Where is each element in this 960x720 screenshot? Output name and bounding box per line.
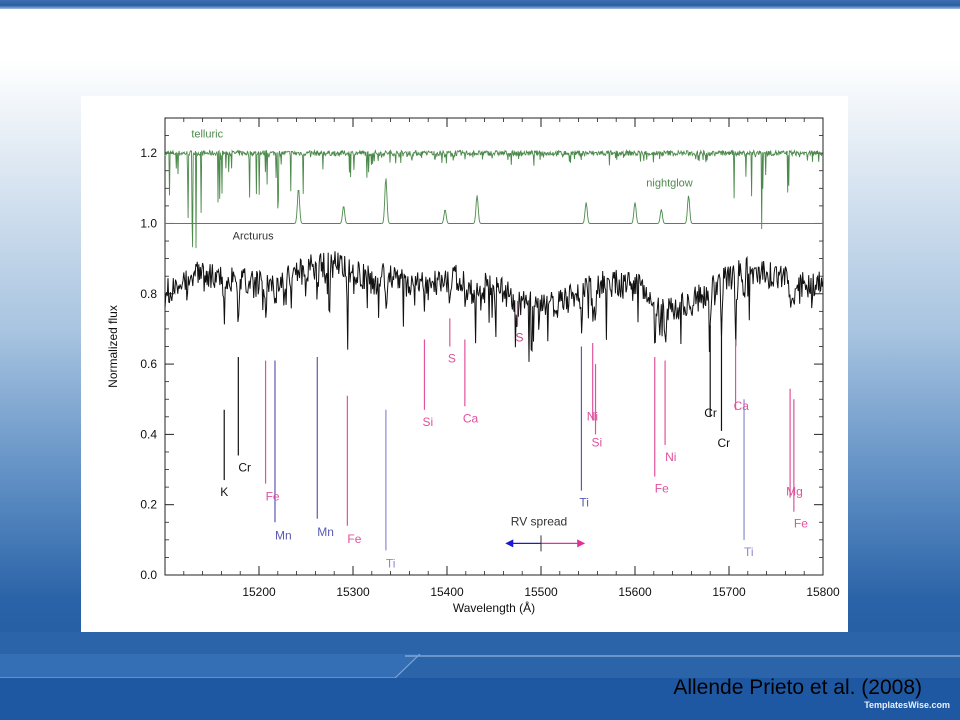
nightglow-series-line <box>165 178 823 224</box>
y-tick-label: 0.8 <box>140 287 157 301</box>
line-label-ni: Ni <box>587 409 598 423</box>
nightglow-series-label: nightglow <box>646 178 693 190</box>
y-tick-label: 0.2 <box>140 498 157 512</box>
rv-arrowhead-left <box>505 539 514 548</box>
y-tick-label: 0.0 <box>140 568 157 582</box>
y-tick-label: 1.2 <box>140 146 157 160</box>
telluric-series-line <box>164 148 823 249</box>
line-label-si: Si <box>422 415 433 429</box>
arcturus-series-line <box>164 251 824 362</box>
line-label-mn: Mn <box>275 528 292 542</box>
brand-logo-text: TemplatesWise.com <box>864 700 950 710</box>
line-label-ti: Ti <box>386 556 396 570</box>
y-tick-label: 0.6 <box>140 357 157 371</box>
spectrum-chart: 15200 15300 15400 15500 15600 15700 15800 0.0 0.… <box>81 96 848 632</box>
rv-arrowhead-right <box>577 539 586 548</box>
x-tick-label: 15400 <box>430 585 464 599</box>
x-tick-label: 15700 <box>712 585 746 599</box>
arcturus-series-label: Arcturus <box>233 230 274 242</box>
line-label-cr: Cr <box>238 460 251 474</box>
plot-frame <box>164 117 824 576</box>
citation-caption: Allende Prieto et al. (2008) <box>673 676 922 699</box>
x-axis-title: Wavelength (Å) <box>453 600 535 615</box>
line-label-ti: Ti <box>744 545 754 559</box>
rv-spread-label: RV spread <box>511 514 567 528</box>
x-tick-label: 15600 <box>618 585 652 599</box>
line-label-ni: Ni <box>665 450 676 464</box>
line-label-si: Si <box>592 435 603 449</box>
line-label-s: S <box>448 352 456 366</box>
x-tick-label: 15200 <box>242 585 276 599</box>
y-tick-label: 1.0 <box>140 216 157 230</box>
line-label-ca: Ca <box>463 411 479 425</box>
y-axis-title: Normalized flux <box>106 305 120 388</box>
x-tick-label: 15500 <box>524 585 558 599</box>
line-label-cr: Cr <box>717 436 730 450</box>
line-label-ca: Ca <box>734 399 750 413</box>
line-label-fe: Fe <box>794 517 808 531</box>
y-tick-label: 0.4 <box>140 427 157 441</box>
slide-bottom-band <box>0 632 960 720</box>
chart-svg: 15200 15300 15400 15500 15600 15700 15800 0.0 0.… <box>106 117 840 615</box>
x-tick-label: 15300 <box>336 585 370 599</box>
line-label-s: S <box>516 330 524 344</box>
line-label-mn: Mn <box>317 525 334 539</box>
line-label-fe: Fe <box>347 532 361 546</box>
telluric-series-label: telluric <box>191 128 223 140</box>
x-tick-label: 15800 <box>806 585 840 599</box>
line-label-k: K <box>220 485 228 499</box>
line-label-fe: Fe <box>266 490 280 504</box>
line-label-mg: Mg <box>786 485 803 499</box>
line-label-fe: Fe <box>655 482 669 496</box>
top-bar <box>0 0 960 9</box>
line-label-cr: Cr <box>704 406 717 420</box>
line-label-ti: Ti <box>579 496 589 510</box>
